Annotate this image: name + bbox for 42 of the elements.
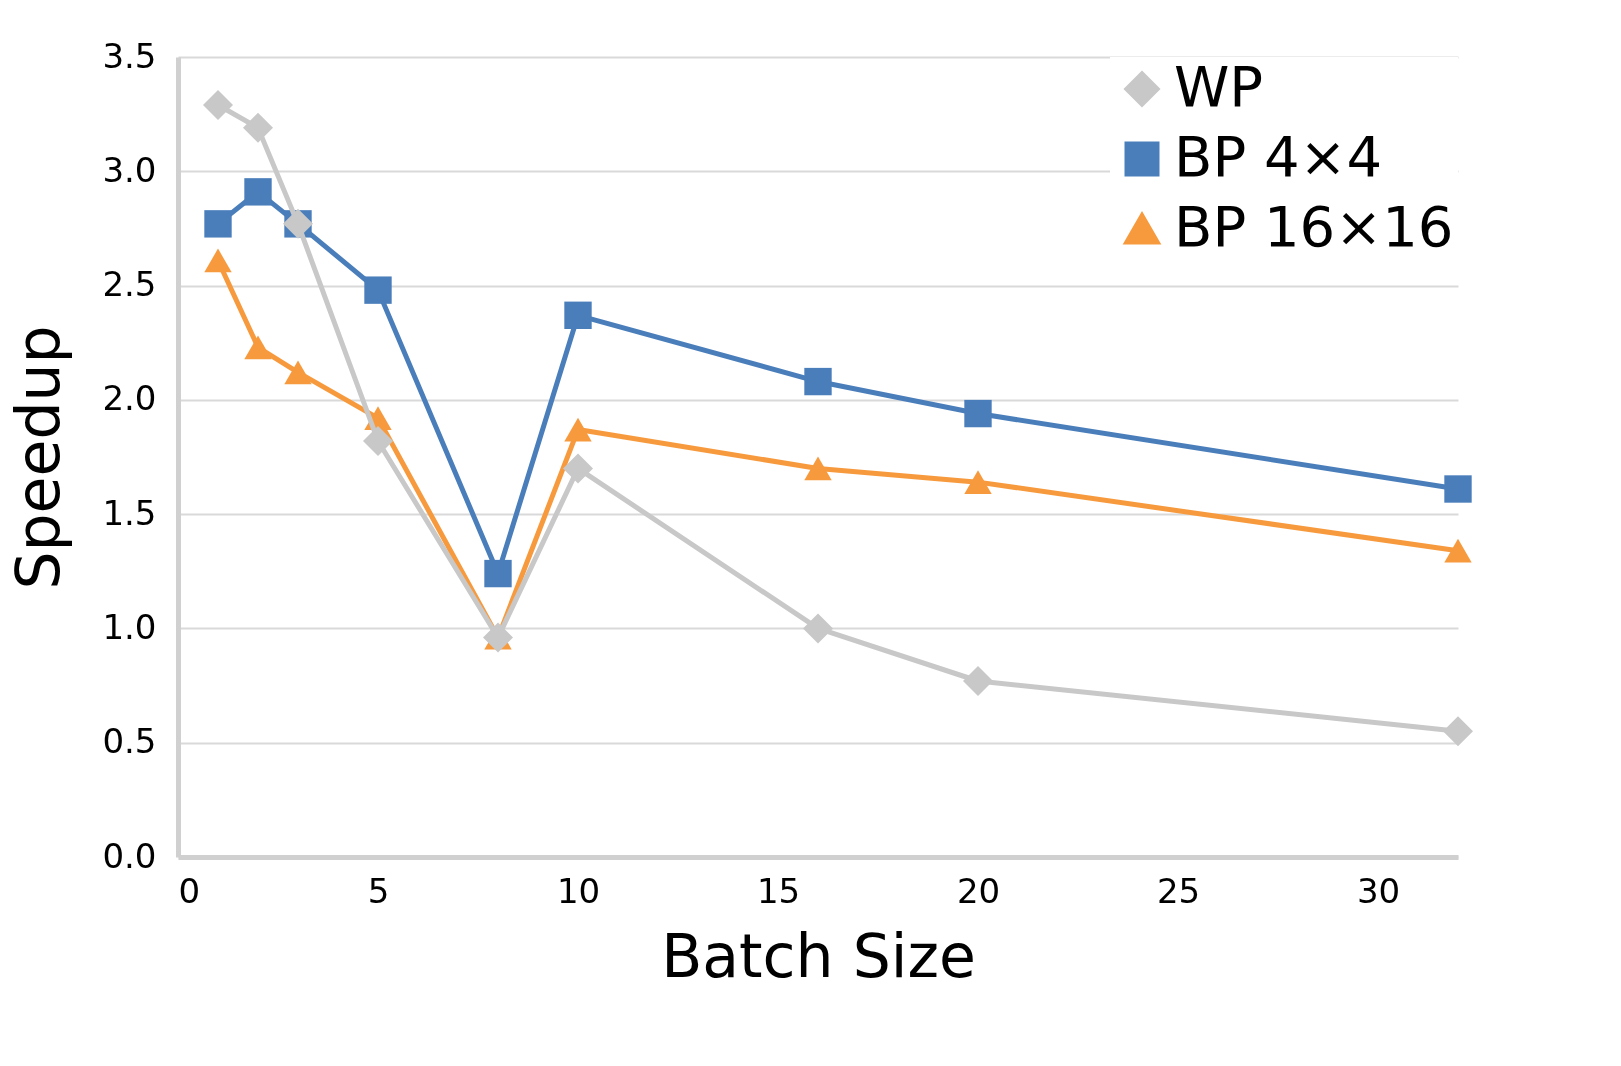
point — [204, 248, 232, 273]
x-tick-label: 25 — [1156, 870, 1201, 911]
point — [204, 210, 232, 238]
point — [484, 559, 512, 588]
x-tick-label: 20 — [956, 870, 1001, 911]
point — [1443, 716, 1473, 747]
y-tick-label: 2.0 — [102, 378, 157, 419]
point — [964, 470, 992, 494]
point — [244, 335, 272, 360]
x-tick-label: 30 — [1356, 870, 1401, 911]
point — [963, 666, 993, 696]
point — [203, 90, 233, 120]
point — [364, 276, 392, 304]
point — [964, 399, 992, 428]
y-tick-label: 0.0 — [102, 835, 157, 876]
y-tick-label: 1.0 — [102, 606, 157, 647]
y-axis-title: Speedup — [3, 325, 74, 590]
y-tick-label: 3.0 — [102, 149, 157, 190]
x-axis-title: Batch Size — [661, 920, 976, 991]
point — [803, 613, 833, 644]
legend-label: BP 4×4 — [1174, 124, 1383, 189]
point — [563, 453, 593, 484]
legend-label: BP 16×16 — [1174, 194, 1454, 259]
point — [363, 426, 393, 456]
point — [244, 178, 272, 206]
point — [243, 112, 273, 143]
y-tick-label: 3.5 — [102, 35, 157, 76]
x-tick-label: 0 — [178, 870, 201, 911]
point — [804, 456, 832, 481]
point — [1444, 538, 1472, 563]
point — [564, 301, 592, 329]
y-tick-label: 1.5 — [102, 492, 157, 533]
legend-label: WP — [1174, 54, 1264, 119]
x-tick-label: 5 — [367, 870, 390, 911]
point — [1444, 475, 1472, 503]
point — [284, 360, 312, 385]
x-tick-label: 10 — [556, 870, 601, 911]
x-tick-label: 15 — [756, 870, 801, 911]
y-tick-label: 2.5 — [102, 264, 157, 305]
point — [804, 367, 832, 396]
y-tick-label: 0.5 — [102, 721, 157, 762]
point — [564, 417, 592, 442]
